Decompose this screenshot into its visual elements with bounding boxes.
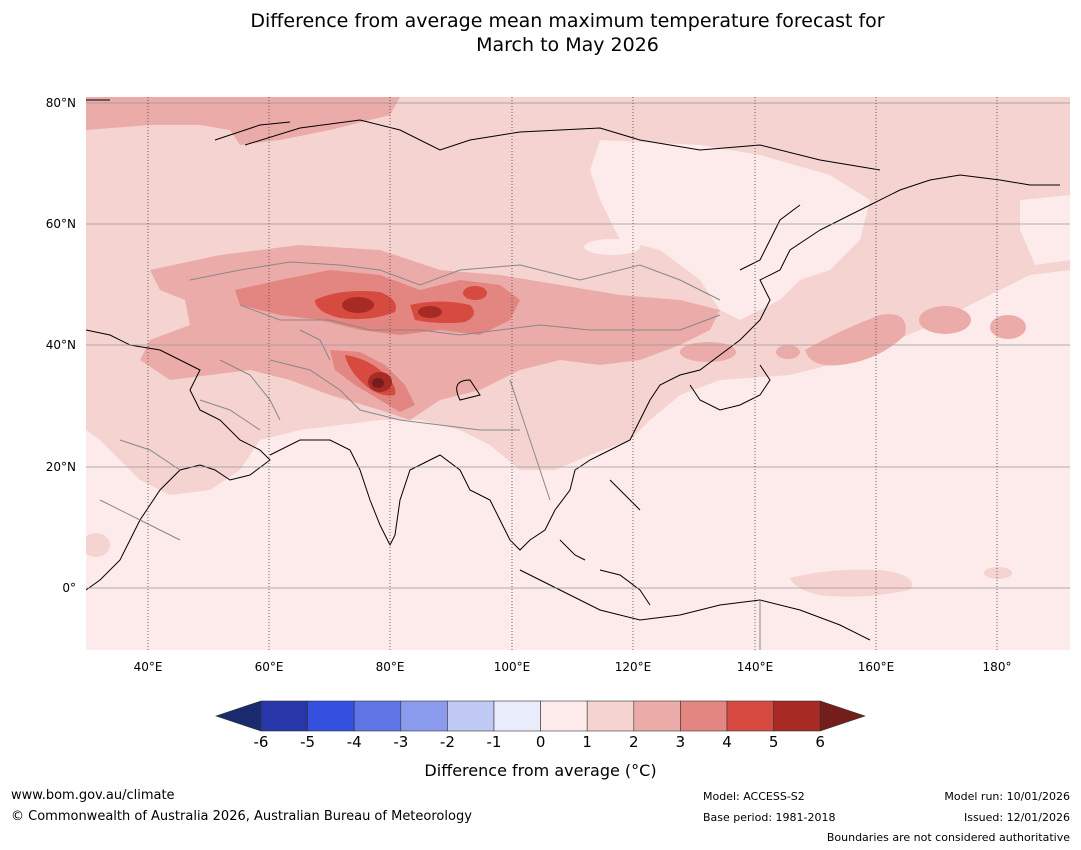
- website-text: www.bom.gov.au/climate: [11, 788, 175, 803]
- latitude-lines: [86, 102, 1070, 589]
- anomaly-band-2-3-arctic: [86, 97, 400, 145]
- anomaly-pocket-0-1-small: [584, 239, 640, 255]
- lon-label-100e: 100°E: [493, 660, 531, 674]
- colorbar-tick-label: 3: [675, 733, 686, 751]
- anomaly-blob-2-3-pacific-3: [990, 315, 1026, 339]
- colorbar-cell-p4_5: [726, 700, 774, 732]
- anomaly-peak-above-6-tibet: [372, 378, 384, 388]
- map-title: Difference from average mean maximum tem…: [0, 9, 1081, 57]
- colorbar-cell-m6_m5: [260, 700, 308, 732]
- lon-label-80e: 80°E: [375, 660, 405, 674]
- lat-label-80n: 80°N: [45, 96, 76, 110]
- colorbar-cell-m1_0: [493, 700, 541, 732]
- colorbar-cell-m5_m4: [307, 700, 355, 732]
- lat-label-40n: 40°N: [45, 338, 76, 352]
- colorbar-cell-m3_m2: [400, 700, 448, 732]
- colorbar-tick-label: -2: [439, 733, 455, 751]
- colorbar-tick-label: -3: [393, 733, 409, 751]
- colorbar-arrow-above-max: [819, 700, 866, 732]
- lon-label-140e: 140°E: [736, 660, 774, 674]
- colorbar-tick-label: -4: [346, 733, 362, 751]
- lat-label-60n: 60°N: [45, 217, 76, 231]
- anomaly-blob-2-3-pacific-1: [805, 314, 906, 366]
- anomaly-patch-1-2-pacific: [790, 569, 912, 597]
- colorbar-cell-p5_6: [773, 700, 821, 732]
- colorbar-tick-label: 2: [629, 733, 639, 751]
- lon-label-60e: 60°E: [254, 660, 284, 674]
- title-line-1: Difference from average mean maximum tem…: [250, 10, 885, 32]
- anomaly-pocket-0-1-siberia: [590, 140, 870, 320]
- colorbar-arrow-below-min: [215, 700, 262, 732]
- coastlines: [86, 99, 1060, 641]
- colorbar-tick-label: 1: [582, 733, 592, 751]
- anomaly-blob-2-3-small: [776, 345, 800, 359]
- colorbar-cell-m2_m1: [447, 700, 495, 732]
- lon-label-160e: 160°E: [857, 660, 895, 674]
- base-period-text: Base period: 1981-2018: [703, 811, 836, 824]
- copyright-text: © Commonwealth of Australia 2026, Austra…: [11, 809, 472, 824]
- anomaly-patch-1-2-pacific-small: [984, 567, 1012, 579]
- forecast-map: [86, 97, 1070, 650]
- anomaly-blob-2-3-pacific-2: [919, 306, 971, 334]
- colorbar-tick-label: -6: [253, 733, 269, 751]
- issued-text: Issued: 12/01/2026: [963, 811, 1070, 824]
- anomaly-core-4-5-north: [463, 286, 487, 300]
- colorbar-tick-label: -5: [300, 733, 316, 751]
- anomaly-blob-2-3-japan-sea: [680, 342, 736, 362]
- lat-label-0: 0°: [62, 581, 76, 595]
- country-borders: [99, 261, 761, 650]
- anomaly-patch-1-2-africa: [86, 533, 110, 557]
- colorbar-tick-label: 4: [722, 733, 732, 751]
- disclaimer-text: Boundaries are not considered authoritat…: [826, 831, 1070, 844]
- anomaly-peak-5-6-kazakhstan: [342, 297, 374, 313]
- title-line-2: March to May 2026: [476, 34, 659, 56]
- colorbar-cell-p0_1: [540, 700, 588, 732]
- colorbar-tick-label: -1: [486, 733, 502, 751]
- lon-label-180: 180°: [982, 660, 1012, 674]
- colorbar-cell-p2_3: [633, 700, 681, 732]
- model-run-text: Model run: 10/01/2026: [944, 790, 1070, 803]
- colorbar-cell-p3_4: [680, 700, 728, 732]
- colorbar: [215, 700, 866, 732]
- model-text: Model: ACCESS-S2: [703, 790, 805, 803]
- colorbar-tick-label: 5: [768, 733, 779, 751]
- colorbar-tick-label: 0: [535, 733, 546, 751]
- lon-label-120e: 120°E: [614, 660, 652, 674]
- colorbar-cell-m4_m3: [353, 700, 402, 732]
- anomaly-pocket-0-1-east: [1020, 195, 1070, 265]
- lon-label-40e: 40°E: [133, 660, 163, 674]
- lat-label-20n: 20°N: [45, 460, 76, 474]
- colorbar-cell-p1_2: [586, 700, 635, 732]
- colorbar-tick-label: 6: [815, 733, 825, 751]
- longitude-lines: [147, 97, 998, 650]
- colorbar-label: Difference from average (°C): [424, 761, 657, 780]
- anomaly-peak-5-6-mongolia: [418, 306, 442, 318]
